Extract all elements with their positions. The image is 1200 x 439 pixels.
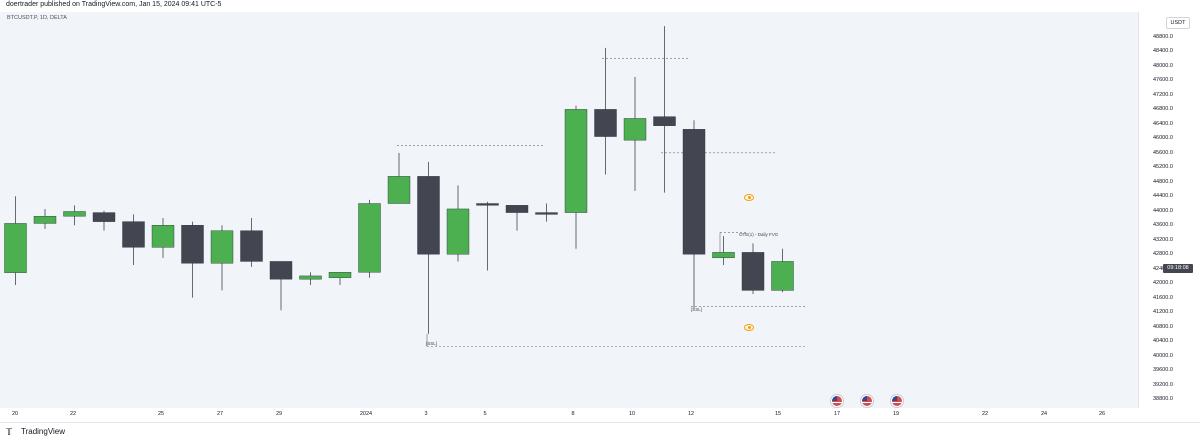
price-tick-label: 46000.0	[1153, 135, 1173, 142]
footer-brand: TradingView	[21, 427, 66, 436]
bullish-candle	[151, 225, 175, 248]
price-tick-label: 45200.0	[1153, 164, 1173, 171]
time-tick-label: 20	[11, 411, 19, 417]
price-tick-label: 47600.0	[1153, 77, 1173, 84]
bearish-candle	[741, 252, 765, 291]
time-tick-label: 10	[628, 411, 636, 417]
price-tick-label: 43600.0	[1153, 222, 1173, 229]
time-axis[interactable]	[0, 408, 1138, 422]
bullish-candle	[299, 275, 322, 280]
time-tick-label: 15	[774, 411, 782, 417]
price-tick-label: 43200.0	[1153, 236, 1173, 243]
bearish-candle	[122, 221, 145, 248]
time-tick-label: 27	[216, 411, 224, 417]
bearish-candle	[535, 212, 558, 215]
time-tick-label: 5	[483, 411, 487, 417]
bearish-candle	[653, 116, 676, 126]
time-tick-label: 26	[1098, 411, 1106, 417]
us-flag-event-icon[interactable]	[891, 395, 903, 407]
price-tick-label: 40000.0	[1153, 352, 1173, 359]
price-tick-label: 38800.0	[1153, 396, 1173, 402]
time-tick-label: 29	[275, 411, 283, 417]
bearish-candle	[682, 129, 706, 255]
bullish-candle	[623, 118, 647, 141]
bearish-candle	[505, 205, 529, 213]
price-chart[interactable]	[0, 12, 1138, 408]
alert-icon[interactable]	[744, 194, 754, 201]
time-tick-label: 8	[571, 411, 575, 417]
time-tick-label: 22	[69, 411, 77, 417]
bullish-candle	[712, 252, 735, 259]
bullish-candle	[387, 176, 411, 204]
price-tick-label: 40400.0	[1153, 338, 1173, 345]
publisher-bar: doertrader published on TradingView.com,…	[0, 0, 1200, 12]
footer: 𝕋 TradingView	[0, 422, 1200, 439]
price-tick-label: 42800.0	[1153, 251, 1173, 258]
price-tick-label: 46800.0	[1153, 106, 1173, 113]
price-tick-label: 41600.0	[1153, 294, 1173, 301]
currency-button[interactable]: USDT	[1166, 17, 1190, 29]
bullish-candle	[328, 272, 352, 278]
price-tick-label: 45600.0	[1153, 149, 1173, 156]
price-tick-label: 47200.0	[1153, 91, 1173, 98]
bullish-candle	[771, 261, 794, 291]
alert-icon[interactable]	[744, 324, 754, 331]
bearish-candle	[181, 225, 204, 264]
price-tick-label: 42000.0	[1153, 280, 1173, 287]
price-tick-label: 44800.0	[1153, 178, 1173, 185]
bullish-candle	[564, 109, 588, 213]
time-tick-label: 12	[687, 411, 695, 417]
symbol-legend[interactable]: BTCUSDT.P, 1D, DELTA	[7, 15, 67, 21]
time-tick-label: 24	[1040, 411, 1048, 417]
price-tick-label: 42400.0	[1153, 266, 1173, 272]
ssl-mid-annotation: [SSL]	[691, 307, 703, 312]
bearish-candle	[240, 230, 263, 262]
bearish-candle	[92, 212, 116, 222]
bullish-candle	[4, 223, 27, 273]
price-tick-label: 39600.0	[1153, 367, 1173, 374]
time-tick-label: 2024	[359, 411, 373, 417]
time-tick-label: 17	[833, 411, 841, 417]
us-flag-event-icon[interactable]	[861, 395, 873, 407]
time-tick-label: 3	[424, 411, 428, 417]
bullish-candle	[446, 208, 470, 255]
ssl-low-annotation: [SSL]	[426, 341, 438, 346]
price-tick-label: 40800.0	[1153, 323, 1173, 330]
bearish-candle	[269, 261, 293, 280]
bearish-candle	[594, 109, 617, 137]
tradingview-logo-icon: 𝕋	[6, 427, 13, 437]
bullish-candle	[63, 211, 86, 217]
price-tick-label: 46400.0	[1153, 120, 1173, 127]
price-tick-label: 48000.0	[1153, 62, 1173, 69]
bullish-candle	[33, 215, 57, 224]
time-tick-label: 19	[892, 411, 900, 417]
time-tick-label: 25	[157, 411, 165, 417]
price-tick-label: 39200.0	[1153, 381, 1173, 388]
bearish-candle	[476, 203, 499, 206]
fvg-annotation: OTE(1) - Daily FVG	[739, 232, 779, 237]
bearish-candle	[417, 176, 440, 255]
price-axis[interactable]	[1138, 12, 1200, 408]
price-tick-label: 44400.0	[1153, 193, 1173, 200]
us-flag-event-icon[interactable]	[831, 395, 843, 407]
time-tick-label: 22	[981, 411, 989, 417]
price-tick-label: 44000.0	[1153, 207, 1173, 214]
price-tick-label: 48400.0	[1153, 48, 1173, 55]
price-tick-label: 41200.0	[1153, 309, 1173, 316]
bullish-candle	[358, 203, 381, 273]
current-price-label: 09:18:08	[1163, 264, 1193, 273]
price-tick-label: 48800.0	[1153, 34, 1173, 40]
bullish-candle	[210, 230, 234, 264]
publisher-text: doertrader published on TradingView.com,…	[6, 1, 222, 8]
